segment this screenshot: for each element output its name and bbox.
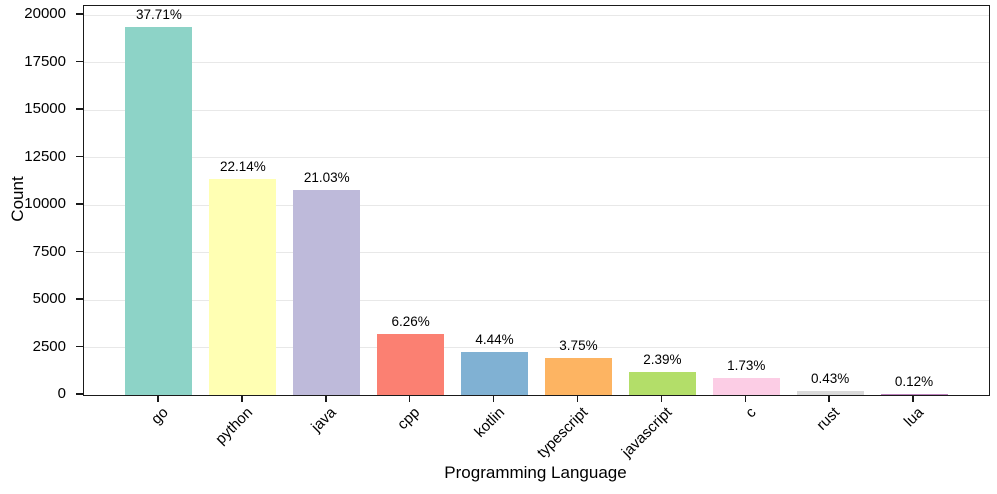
gridline-10000 (84, 204, 989, 206)
gridline-5000 (84, 299, 989, 301)
bar-percentage-label-go: 37.71% (136, 7, 182, 23)
y-tick-label-0: 0 (57, 385, 66, 402)
y-tick-mark-10000 (76, 203, 83, 205)
gridline-20000 (84, 14, 989, 16)
y-tick-label-17500: 17500 (24, 52, 66, 70)
bar-percentage-label-c: 1.73% (727, 358, 766, 374)
bar-percentage-label-typescript: 3.75% (559, 338, 598, 354)
gridline-7500 (84, 252, 989, 253)
bar-python (209, 179, 277, 395)
y-tick-label-20000: 20000 (24, 5, 66, 22)
bar-java (293, 189, 361, 395)
y-tick-label-12500: 12500 (24, 147, 66, 165)
bar-percentage-label-cpp: 6.26% (391, 313, 430, 329)
y-tick-label-7500: 7500 (32, 242, 66, 260)
x-tick-mark-cpp (408, 395, 411, 402)
y-tick-mark-17500 (76, 60, 83, 63)
y-tick-label-2500: 2500 (32, 337, 66, 355)
gridline-15000 (84, 109, 989, 111)
bar-percentage-label-kotlin: 4.44% (475, 331, 514, 347)
x-tick-label-text-c: c (741, 404, 760, 422)
plot-area: 37.71% 22.14% 21.03% 6.26% 4.44% 3.75% 2.39% 1.… (83, 5, 990, 396)
x-tick-label-text-go: go (148, 404, 172, 428)
bar-rust (796, 390, 864, 395)
bar-percentage-label-rust: 0.43% (811, 370, 850, 386)
y-tick-mark-0 (76, 393, 83, 395)
x-tick-label-text-java: java (308, 404, 340, 436)
y-tick-label-15000: 15000 (24, 100, 66, 117)
x-tick-mark-go (157, 395, 159, 402)
gridline-12500 (84, 157, 989, 158)
bar-percentage-label-javascript: 2.39% (643, 351, 682, 367)
y-tick-mark-2500 (76, 345, 83, 348)
y-tick-mark-5000 (76, 298, 83, 300)
y-tick-label-10000: 10000 (24, 195, 66, 212)
x-tick-mark-rust (828, 395, 830, 402)
x-tick-label-text-python: python (211, 404, 256, 448)
x-tick-mark-python (241, 395, 243, 402)
y-tick-mark-12500 (76, 155, 83, 158)
gridline-2500 (84, 347, 989, 348)
bar-percentage-label-python: 22.14% (219, 159, 266, 174)
x-tick-mark-java (325, 395, 327, 402)
y-tick-mark-15000 (76, 108, 83, 110)
x-tick-label-text-typescript: typescript (534, 404, 592, 462)
x-tick-mark-javascript (660, 395, 663, 402)
x-tick-label-text-rust: rust (813, 404, 844, 434)
bar-cpp (377, 333, 445, 395)
bar-c (712, 378, 780, 395)
x-tick-label-text-kotlin: kotlin (470, 404, 508, 441)
bar-kotlin (461, 351, 529, 395)
y-tick-mark-7500 (76, 250, 83, 253)
bar-typescript (544, 358, 612, 395)
x-tick-label-text-javascript: javascript (618, 404, 676, 461)
bar-javascript (628, 371, 696, 395)
x-axis-title: Programming Language (444, 463, 627, 482)
x-tick-mark-lua (912, 395, 914, 402)
x-tick-mark-typescript (576, 395, 579, 402)
x-tick-mark-kotlin (492, 395, 495, 402)
bar-go (125, 27, 193, 395)
gridline-17500 (84, 62, 989, 63)
x-tick-mark-c (744, 395, 746, 402)
x-tick-label-text-lua: lua (900, 404, 928, 431)
bar-percentage-label-lua: 0.12% (894, 373, 934, 389)
y-tick-mark-20000 (76, 13, 83, 15)
y-tick-label-5000: 5000 (32, 290, 66, 307)
x-tick-label-text-cpp: cpp (394, 404, 424, 434)
bar-percentage-label-java: 21.03% (303, 169, 350, 185)
bar-lua (880, 393, 948, 395)
